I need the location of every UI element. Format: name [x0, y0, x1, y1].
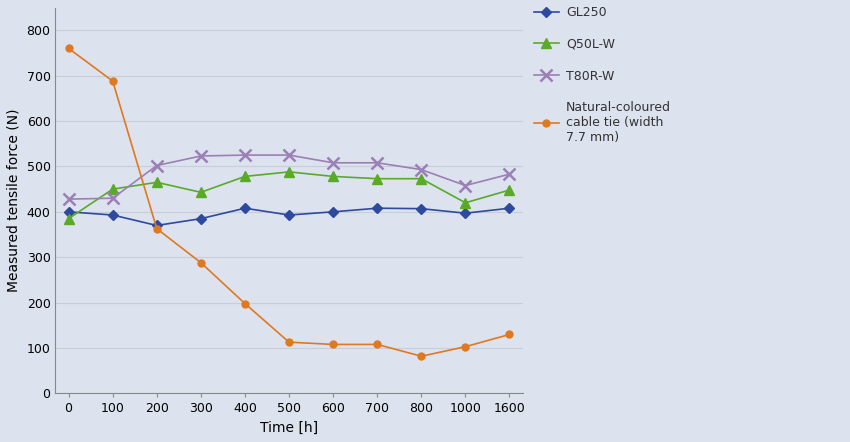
GL250: [284, 212, 294, 217]
T80R-W: [504, 171, 514, 177]
T80R-W: [416, 167, 427, 172]
Natural-coloured
cable tie (width
7.7 mm): [461, 344, 471, 349]
Line: Q50L-W: Q50L-W: [64, 167, 514, 224]
T80R-W: [151, 163, 162, 168]
Q50L-W: [461, 200, 471, 206]
GL250: [196, 216, 206, 221]
Line: T80R-W: T80R-W: [63, 149, 515, 205]
GL250: [416, 206, 427, 211]
GL250: [372, 206, 382, 211]
Q50L-W: [328, 174, 338, 179]
GL250: [64, 209, 74, 214]
X-axis label: Time [h]: Time [h]: [260, 421, 318, 435]
Q50L-W: [284, 169, 294, 175]
Q50L-W: [504, 187, 514, 193]
Q50L-W: [372, 176, 382, 181]
T80R-W: [284, 152, 294, 158]
T80R-W: [461, 183, 471, 188]
T80R-W: [196, 153, 206, 159]
Q50L-W: [240, 174, 250, 179]
Natural-coloured
cable tie (width
7.7 mm): [328, 342, 338, 347]
GL250: [504, 206, 514, 211]
Natural-coloured
cable tie (width
7.7 mm): [416, 354, 427, 359]
GL250: [328, 209, 338, 214]
GL250: [151, 223, 162, 228]
T80R-W: [328, 160, 338, 165]
T80R-W: [108, 195, 118, 201]
T80R-W: [64, 197, 74, 202]
Natural-coloured
cable tie (width
7.7 mm): [196, 260, 206, 265]
Q50L-W: [196, 190, 206, 195]
Legend: GL250, Q50L-W, T80R-W, Natural-coloured
cable tie (width
7.7 mm): GL250, Q50L-W, T80R-W, Natural-coloured …: [534, 6, 672, 144]
Natural-coloured
cable tie (width
7.7 mm): [504, 332, 514, 337]
Natural-coloured
cable tie (width
7.7 mm): [151, 226, 162, 231]
Q50L-W: [64, 216, 74, 221]
Line: Natural-coloured
cable tie (width
7.7 mm): Natural-coloured cable tie (width 7.7 mm…: [65, 45, 513, 360]
Line: GL250: GL250: [65, 205, 513, 229]
T80R-W: [240, 152, 250, 158]
Natural-coloured
cable tie (width
7.7 mm): [372, 342, 382, 347]
Natural-coloured
cable tie (width
7.7 mm): [108, 78, 118, 84]
T80R-W: [372, 160, 382, 165]
Y-axis label: Measured tensile force (N): Measured tensile force (N): [7, 109, 21, 292]
Q50L-W: [151, 179, 162, 185]
Q50L-W: [416, 176, 427, 181]
GL250: [240, 206, 250, 211]
Q50L-W: [108, 187, 118, 192]
GL250: [461, 210, 471, 216]
Natural-coloured
cable tie (width
7.7 mm): [240, 301, 250, 306]
Natural-coloured
cable tie (width
7.7 mm): [64, 46, 74, 51]
GL250: [108, 212, 118, 217]
Natural-coloured
cable tie (width
7.7 mm): [284, 339, 294, 345]
